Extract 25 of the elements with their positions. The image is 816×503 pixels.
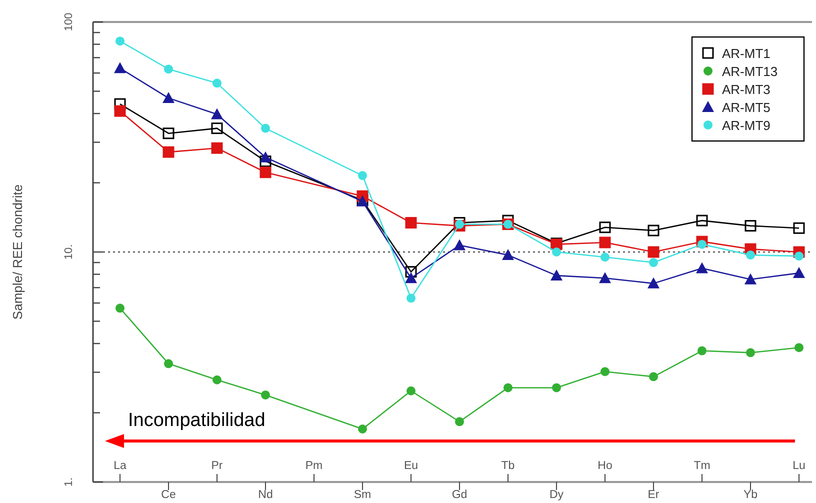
x-tick-label: Pr bbox=[211, 460, 223, 472]
legend-label: AR-MT9 bbox=[722, 118, 770, 133]
x-tick-label: Er bbox=[648, 489, 660, 501]
legend-label: AR-MT5 bbox=[722, 100, 770, 115]
x-tick-label: Sm bbox=[354, 489, 372, 501]
x-tick-label: Tm bbox=[694, 460, 710, 472]
x-tick-label: Pm bbox=[305, 460, 323, 472]
y-tick-label: 1. bbox=[63, 477, 75, 487]
x-tick-label: Dy bbox=[549, 489, 564, 501]
legend-label: AR-MT3 bbox=[722, 82, 770, 97]
y-tick-label: 100 bbox=[63, 12, 75, 32]
x-tick-label: Ce bbox=[161, 489, 176, 501]
x-tick-label: Tb bbox=[501, 460, 515, 472]
x-tick-label: Gd bbox=[452, 489, 468, 501]
x-tick-label: La bbox=[114, 460, 127, 472]
legend-label: AR-MT13 bbox=[722, 64, 778, 79]
x-tick-label: Yb bbox=[743, 489, 758, 501]
legend-label: AR-MT1 bbox=[722, 46, 770, 61]
x-tick-label: Lu bbox=[792, 460, 806, 472]
y-tick-label: 10. bbox=[63, 244, 75, 260]
x-tick-label: Ho bbox=[598, 460, 612, 472]
x-tick-label: Eu bbox=[404, 460, 418, 472]
annotation: Incompatibilidad bbox=[128, 410, 266, 431]
y-axis-title: Sample/ REE chondrite bbox=[10, 184, 25, 320]
x-tick-label: Nd bbox=[258, 489, 273, 501]
